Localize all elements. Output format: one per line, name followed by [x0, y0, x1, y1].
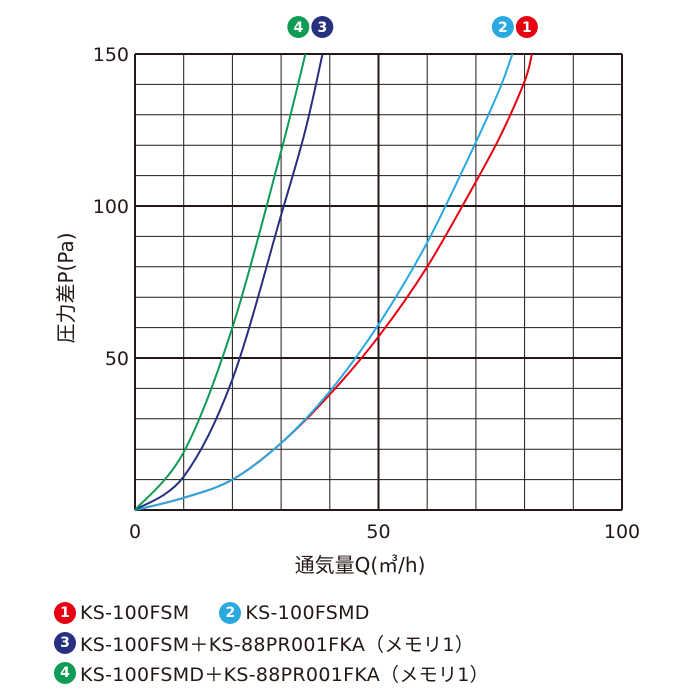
- badge-4-top: [287, 16, 310, 38]
- y-tick-label: 100: [93, 196, 129, 218]
- badge-3-top: [311, 16, 334, 38]
- badge-4: 4: [54, 662, 76, 684]
- x-tick-label: 50: [366, 521, 390, 543]
- legend-item-4: 4 KS-100FSMD＋KS-88PR001FKA（メモリ1）: [54, 660, 489, 687]
- badge-1-top: [515, 16, 538, 38]
- series-line-3: [134, 53, 324, 511]
- y-tick-label: 150: [93, 44, 129, 66]
- legend-item-1: 1 KS-100FSM: [54, 602, 189, 624]
- legend-item-3: 3 KS-100FSM＋KS-88PR001FKA（メモリ1）: [54, 630, 474, 657]
- series-line-1: [134, 53, 533, 511]
- legend: 1 KS-100FSM 2 KS-100FSMD 3 KS-100FSM＋KS-…: [54, 598, 694, 688]
- badge-4-top-label: 4: [293, 20, 303, 36]
- y-axis-label: 圧力差P(Pa): [54, 232, 78, 343]
- series-line-4: [134, 53, 307, 511]
- legend-label: KS-100FSMD＋KS-88PR001FKA（メモリ1）: [80, 663, 489, 686]
- legend-row-1: 1 KS-100FSM 2 KS-100FSMD: [54, 598, 694, 628]
- grid-major: [134, 53, 623, 511]
- x-tick-label: 0: [129, 521, 141, 543]
- badge-2-top: [491, 16, 514, 38]
- badge-3: 3: [54, 632, 76, 654]
- tick-labels: 0 50 100 50 100 150: [93, 44, 640, 543]
- badge-2: 2: [219, 602, 242, 624]
- badge-2-top-label: 2: [498, 20, 508, 36]
- legend-row-3: 4 KS-100FSMD＋KS-88PR001FKA（メモリ1）: [54, 658, 694, 688]
- legend-label: KS-100FSM: [80, 602, 190, 624]
- badge-3-top-label: 3: [317, 20, 327, 36]
- legend-label: KS-100FSMD: [245, 602, 370, 624]
- legend-row-2: 3 KS-100FSM＋KS-88PR001FKA（メモリ1）: [54, 628, 694, 658]
- badge-1-top-label: 1: [522, 20, 532, 36]
- series-lines: [134, 53, 533, 511]
- x-tick-label: 100: [604, 521, 640, 543]
- x-axis-label: 通気量Q(㎥/h): [295, 553, 426, 577]
- series-line-2: [134, 53, 514, 511]
- legend-label: KS-100FSM＋KS-88PR001FKA（メモリ1）: [80, 633, 475, 656]
- badge-1: 1: [54, 602, 76, 624]
- y-tick-label: 50: [105, 348, 129, 370]
- legend-item-2: 2 KS-100FSMD: [219, 602, 369, 624]
